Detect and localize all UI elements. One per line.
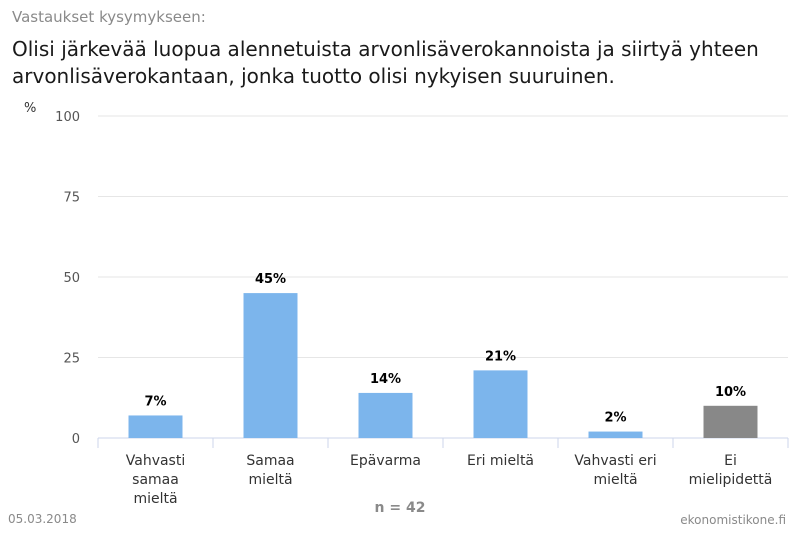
x-tick-label: Vahvasti — [126, 453, 185, 469]
y-tick-label: 25 — [63, 352, 80, 367]
bar — [473, 370, 528, 438]
sample-size: n = 42 — [374, 500, 426, 516]
y-tick-label: 100 — [55, 110, 80, 125]
x-tick-label: Eri mieltä — [467, 453, 534, 469]
data-label: 2% — [604, 411, 626, 426]
x-tick-label: Samaa — [246, 453, 294, 469]
data-label: 10% — [715, 385, 746, 400]
bar — [128, 415, 183, 438]
y-tick-label: 50 — [63, 271, 80, 286]
x-tick-label: mielipidettä — [689, 472, 773, 488]
bar — [588, 431, 643, 438]
bar — [243, 293, 298, 438]
bar — [703, 405, 758, 438]
x-tick-label: mieltä — [133, 491, 177, 507]
bar — [358, 392, 413, 438]
x-tick-label: samaa — [132, 472, 179, 488]
y-tick-label: 0 — [72, 432, 80, 447]
y-tick-label: 75 — [63, 191, 80, 206]
x-tick-label: Epävarma — [350, 453, 421, 469]
data-label: 45% — [255, 272, 286, 287]
data-label: 21% — [485, 349, 516, 364]
chart-title: Olisi järkevää luopua alennetuista arvon… — [12, 37, 759, 88]
x-tick-label: Vahvasti eri — [574, 453, 656, 469]
subtitle: Vastaukset kysymykseen: — [12, 8, 206, 26]
data-label: 7% — [144, 394, 166, 409]
y-axis-unit: % — [24, 101, 37, 116]
x-tick-label: Ei — [724, 453, 737, 469]
data-label: 14% — [370, 372, 401, 387]
x-tick-label: mieltä — [593, 472, 637, 488]
x-tick-label: mieltä — [248, 472, 292, 488]
source-label: ekonomistikone.fi — [680, 513, 786, 527]
date-label: 05.03.2018 — [8, 512, 77, 526]
